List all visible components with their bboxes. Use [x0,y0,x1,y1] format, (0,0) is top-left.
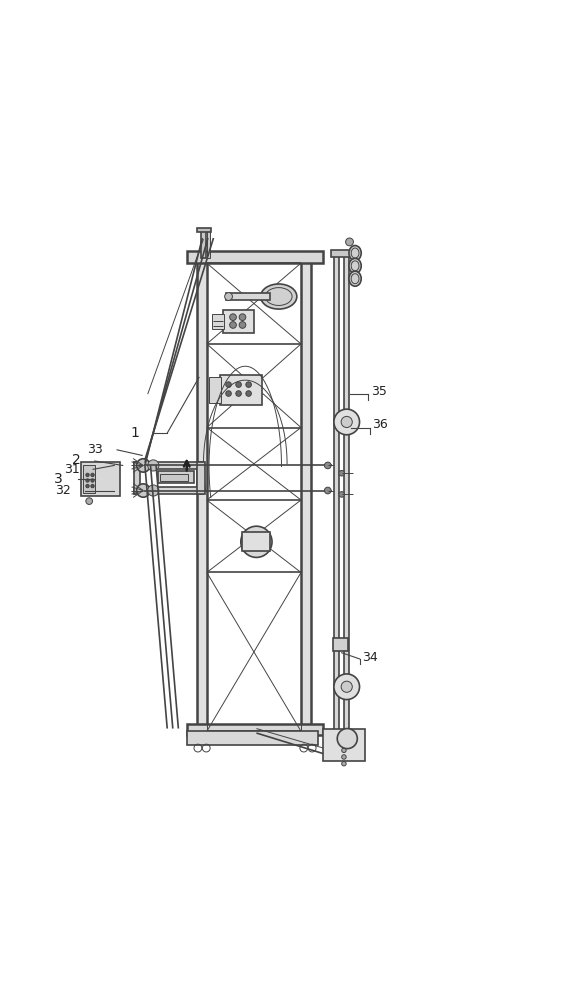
Bar [187,731,318,745]
Bar [187,724,323,735]
Circle shape [241,526,272,557]
Bar [243,532,270,551]
Circle shape [324,487,331,494]
Bar [301,255,311,731]
Bar [134,487,203,494]
Text: 31: 31 [64,463,80,476]
Text: 35: 35 [370,385,387,398]
Circle shape [342,755,346,759]
Circle shape [334,409,360,435]
Ellipse shape [349,271,361,286]
Circle shape [91,473,94,477]
Circle shape [148,485,159,496]
Circle shape [226,382,231,387]
Text: 32: 32 [55,484,71,497]
Bar [197,228,211,232]
Circle shape [246,391,252,396]
Circle shape [239,314,246,321]
Circle shape [246,382,252,387]
Bar [209,377,221,403]
Circle shape [334,674,360,700]
Bar [196,462,204,494]
Ellipse shape [349,246,361,261]
Text: 2: 2 [72,453,81,467]
Circle shape [339,470,345,476]
Circle shape [341,681,352,692]
Bar [344,255,349,731]
Bar [207,231,209,258]
Circle shape [342,748,346,753]
Bar [200,231,206,258]
Text: 36: 36 [372,418,388,431]
Bar [160,474,188,481]
Bar [187,251,323,263]
Ellipse shape [349,258,361,273]
Bar [323,729,365,761]
Circle shape [137,459,150,472]
Circle shape [339,492,345,497]
Bar [220,375,262,405]
Circle shape [236,382,242,387]
Bar [196,255,207,731]
Circle shape [86,498,92,504]
Text: 3: 3 [54,472,63,486]
Bar [334,255,339,731]
Circle shape [250,535,263,548]
Bar [158,471,194,483]
Circle shape [148,460,159,471]
Circle shape [337,729,358,749]
Bar [81,462,120,496]
Circle shape [91,484,94,488]
Bar [223,310,253,333]
Circle shape [230,322,236,328]
Bar [226,293,270,300]
Circle shape [346,238,354,246]
Text: 33: 33 [87,443,103,456]
Circle shape [342,741,346,746]
Circle shape [226,391,231,396]
Circle shape [342,735,346,739]
Bar [83,465,95,493]
Circle shape [86,484,89,488]
Text: 34: 34 [363,651,378,664]
Circle shape [236,391,242,396]
Bar [333,638,348,651]
Circle shape [324,462,331,469]
Ellipse shape [261,284,297,309]
Circle shape [137,484,150,497]
Circle shape [86,479,89,482]
Circle shape [239,322,246,328]
Circle shape [91,479,94,482]
Circle shape [341,416,352,428]
Bar [134,462,140,494]
Bar [134,462,203,469]
Bar [330,250,353,257]
Circle shape [230,314,236,321]
Circle shape [225,293,233,300]
Text: 1: 1 [131,426,140,440]
Bar [212,314,224,329]
Circle shape [342,761,346,766]
Circle shape [86,473,89,477]
